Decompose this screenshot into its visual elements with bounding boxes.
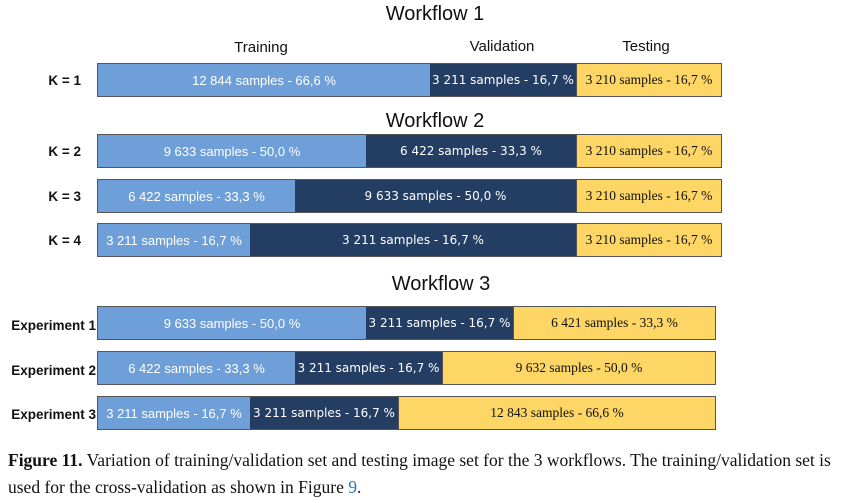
- testing-segment: 3 210 samples - 16,7 %: [576, 180, 721, 212]
- row-label-exp3: Experiment 3: [11, 407, 96, 422]
- caption-text: Variation of training/validation set and…: [8, 450, 831, 497]
- workflow-1-title: Workflow 1: [385, 3, 485, 25]
- bar-k3: 6 422 samples - 33,3 % 9 633 samples - 5…: [97, 179, 722, 213]
- figure-caption: Figure 11. Variation of training/validat…: [8, 447, 838, 501]
- validation-segment: 3 211 samples - 16,7 %: [250, 224, 576, 256]
- training-segment: 6 422 samples - 33,3 %: [98, 180, 295, 212]
- validation-segment: 3 211 samples - 16,7 %: [295, 352, 442, 384]
- training-segment: 6 422 samples - 33,3 %: [98, 352, 295, 384]
- figure-ref-link[interactable]: 9: [348, 477, 357, 497]
- training-segment: 3 211 samples - 16,7 %: [98, 224, 250, 256]
- bar-k1: 12 844 samples - 66,6 % 3 211 samples - …: [97, 63, 722, 97]
- row-label-k3: K = 3: [48, 189, 81, 204]
- training-segment: 3 211 samples - 16,7 %: [98, 397, 250, 429]
- testing-segment: 3 210 samples - 16,7 %: [576, 224, 721, 256]
- workflow-2-title: Workflow 2: [385, 110, 485, 132]
- testing-segment: 12 843 samples - 66,6 %: [398, 397, 715, 429]
- row-label-k1: K = 1: [48, 73, 81, 88]
- validation-segment: 3 211 samples - 16,7 %: [366, 307, 513, 339]
- training-header: Training: [234, 39, 288, 56]
- testing-segment: 6 421 samples - 33,3 %: [513, 307, 715, 339]
- validation-segment: 3 211 samples - 16,7 %: [250, 397, 398, 429]
- training-segment: 9 633 samples - 50,0 %: [98, 307, 366, 339]
- testing-segment: 9 632 samples - 50,0 %: [442, 352, 715, 384]
- caption-label: Figure 11.: [8, 450, 83, 470]
- testing-segment: 3 210 samples - 16,7 %: [576, 64, 721, 96]
- bar-k2: 9 633 samples - 50,0 % 6 422 samples - 3…: [97, 134, 722, 168]
- training-segment: 9 633 samples - 50,0 %: [98, 135, 366, 167]
- row-label-exp2: Experiment 2: [11, 363, 96, 378]
- testing-segment: 3 210 samples - 16,7 %: [576, 135, 721, 167]
- bar-exp1: 9 633 samples - 50,0 % 3 211 samples - 1…: [97, 306, 716, 340]
- row-label-k2: K = 2: [48, 144, 81, 159]
- caption-end: .: [356, 477, 362, 497]
- bar-k4: 3 211 samples - 16,7 % 3 211 samples - 1…: [97, 223, 722, 257]
- validation-segment: 3 211 samples - 16,7 %: [430, 64, 576, 96]
- validation-segment: 9 633 samples - 50,0 %: [295, 180, 576, 212]
- bar-exp3: 3 211 samples - 16,7 % 3 211 samples - 1…: [97, 396, 716, 430]
- training-segment: 12 844 samples - 66,6 %: [98, 64, 430, 96]
- validation-header: Validation: [469, 38, 535, 55]
- workflow-3-title: Workflow 3: [391, 273, 491, 295]
- bar-exp2: 6 422 samples - 33,3 % 3 211 samples - 1…: [97, 351, 716, 385]
- validation-segment: 6 422 samples - 33,3 %: [366, 135, 576, 167]
- row-label-k4: K = 4: [48, 233, 81, 248]
- testing-header: Testing: [622, 38, 670, 55]
- row-label-exp1: Experiment 1: [11, 318, 96, 333]
